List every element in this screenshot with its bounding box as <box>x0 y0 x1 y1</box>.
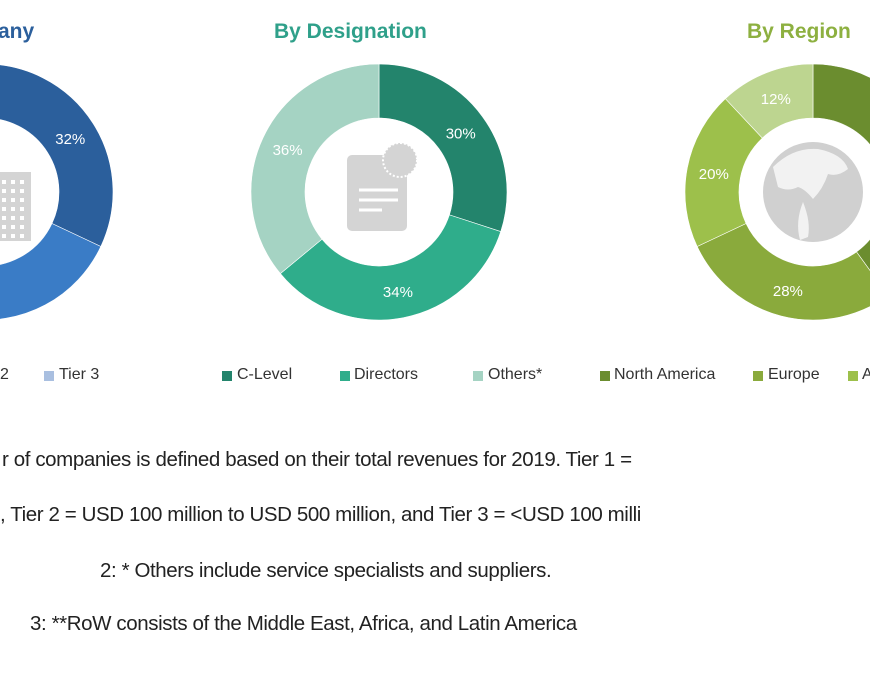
legend-item: Europe <box>768 366 820 383</box>
data-label: 34% <box>383 284 413 301</box>
donut-charts: 32% 30% 34% 36% 28% 20% 12% <box>0 63 870 321</box>
legend-item: C-Level <box>237 366 293 383</box>
donut-0: 32% <box>0 64 114 320</box>
chart-title-designation: By Designation <box>274 20 427 43</box>
legend-swatch <box>473 371 483 381</box>
data-label: 36% <box>273 142 303 159</box>
chart-title-company: any <box>0 20 35 43</box>
legend-swatch <box>600 371 610 381</box>
slice-directors <box>279 214 502 321</box>
document-icon <box>347 142 418 231</box>
chart-title-region: By Region <box>747 20 851 43</box>
data-label: 30% <box>446 126 476 143</box>
legend-item: A <box>862 366 870 383</box>
building-icon <box>0 172 31 241</box>
slice-tier-2 <box>0 223 102 320</box>
slice-row <box>724 63 814 139</box>
legend-item: Tier 3 <box>59 366 100 383</box>
data-label: 12% <box>761 91 791 108</box>
globe-icon <box>763 142 863 242</box>
slice-north-america <box>812 63 870 271</box>
legend-swatch <box>44 371 54 381</box>
legend-item: 2 <box>0 366 9 383</box>
slice-c-level <box>378 63 508 232</box>
donut-1: 30% 34% 36% <box>250 63 508 321</box>
legend-swatch <box>340 371 350 381</box>
note-line-3: 2: * Others include service specialists … <box>100 559 552 582</box>
legend-item: Others* <box>488 366 543 383</box>
slice-europe <box>696 223 870 321</box>
legend-swatch <box>222 371 232 381</box>
slice-others- <box>250 63 380 275</box>
legend-item: North America <box>614 366 716 383</box>
donut-2: 28% 20% 12% <box>684 63 870 321</box>
note-line-4: 3: **RoW consists of the Middle East, Af… <box>30 612 577 635</box>
slice-tier-1 <box>0 64 114 247</box>
data-label: 20% <box>699 166 729 183</box>
note-line-2: , Tier 2 = USD 100 million to USD 500 mi… <box>0 503 641 526</box>
note-line-1: r of companies is defined based on their… <box>2 448 632 471</box>
data-label: 28% <box>773 283 803 300</box>
data-label: 32% <box>55 131 85 148</box>
slice-apac <box>684 98 763 247</box>
legend-item: Directors <box>354 366 419 383</box>
legend-swatch <box>753 371 763 381</box>
legend-swatch <box>848 371 858 381</box>
